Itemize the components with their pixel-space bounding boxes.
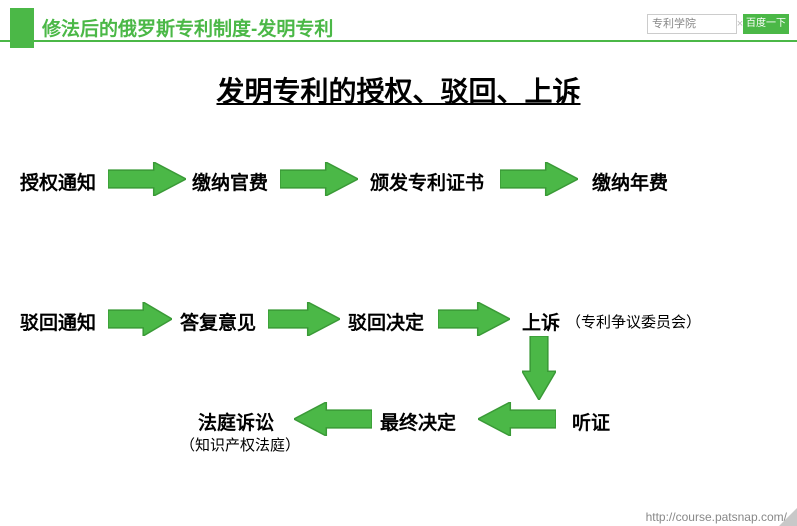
arrow-right-icon (108, 302, 172, 341)
main-title: 发明专利的授权、驳回、上诉 (0, 70, 797, 110)
page-title: 修法后的俄罗斯专利制度-发明专利 (42, 14, 333, 41)
flow-node-n6: 答复意见 (180, 308, 256, 335)
search-input[interactable]: 专利学院 (647, 14, 737, 34)
flow-node-n10: 最终决定 (380, 408, 456, 435)
header: 修法后的俄罗斯专利制度-发明专利 专利学院 × 百度一下 (0, 0, 797, 42)
flow-node-n4: 缴纳年费 (592, 168, 668, 195)
flow-node-n5: 驳回通知 (20, 308, 96, 335)
arrow-right-icon (438, 302, 510, 341)
flow-node-n11: 法庭诉讼 (198, 408, 274, 435)
arrow-left-icon (478, 402, 556, 441)
flow-node-n7: 驳回决定 (348, 308, 424, 335)
flow-node-n2: 缴纳官费 (192, 168, 268, 195)
flow-node-n8: 上诉 (522, 308, 560, 335)
arrow-left-icon (294, 402, 372, 441)
footer-url: http://course.patsnap.com/ (646, 510, 787, 524)
flow-node-n11s: （知识产权法庭） (180, 434, 300, 455)
flow-node-n1: 授权通知 (20, 168, 96, 195)
flow-node-n9: 听证 (572, 408, 610, 435)
arrow-right-icon (268, 302, 340, 341)
arrow-right-icon (500, 162, 578, 201)
page-curl-icon (779, 508, 797, 526)
search-button[interactable]: 百度一下 (743, 14, 789, 34)
arrow-down-icon (522, 336, 556, 405)
flow-node-n8s: （专利争议委员会） (566, 311, 701, 332)
arrow-right-icon (108, 162, 186, 201)
arrow-right-icon (280, 162, 358, 201)
flow-node-n3: 颁发专利证书 (370, 168, 484, 195)
header-accent-tab (10, 8, 34, 48)
